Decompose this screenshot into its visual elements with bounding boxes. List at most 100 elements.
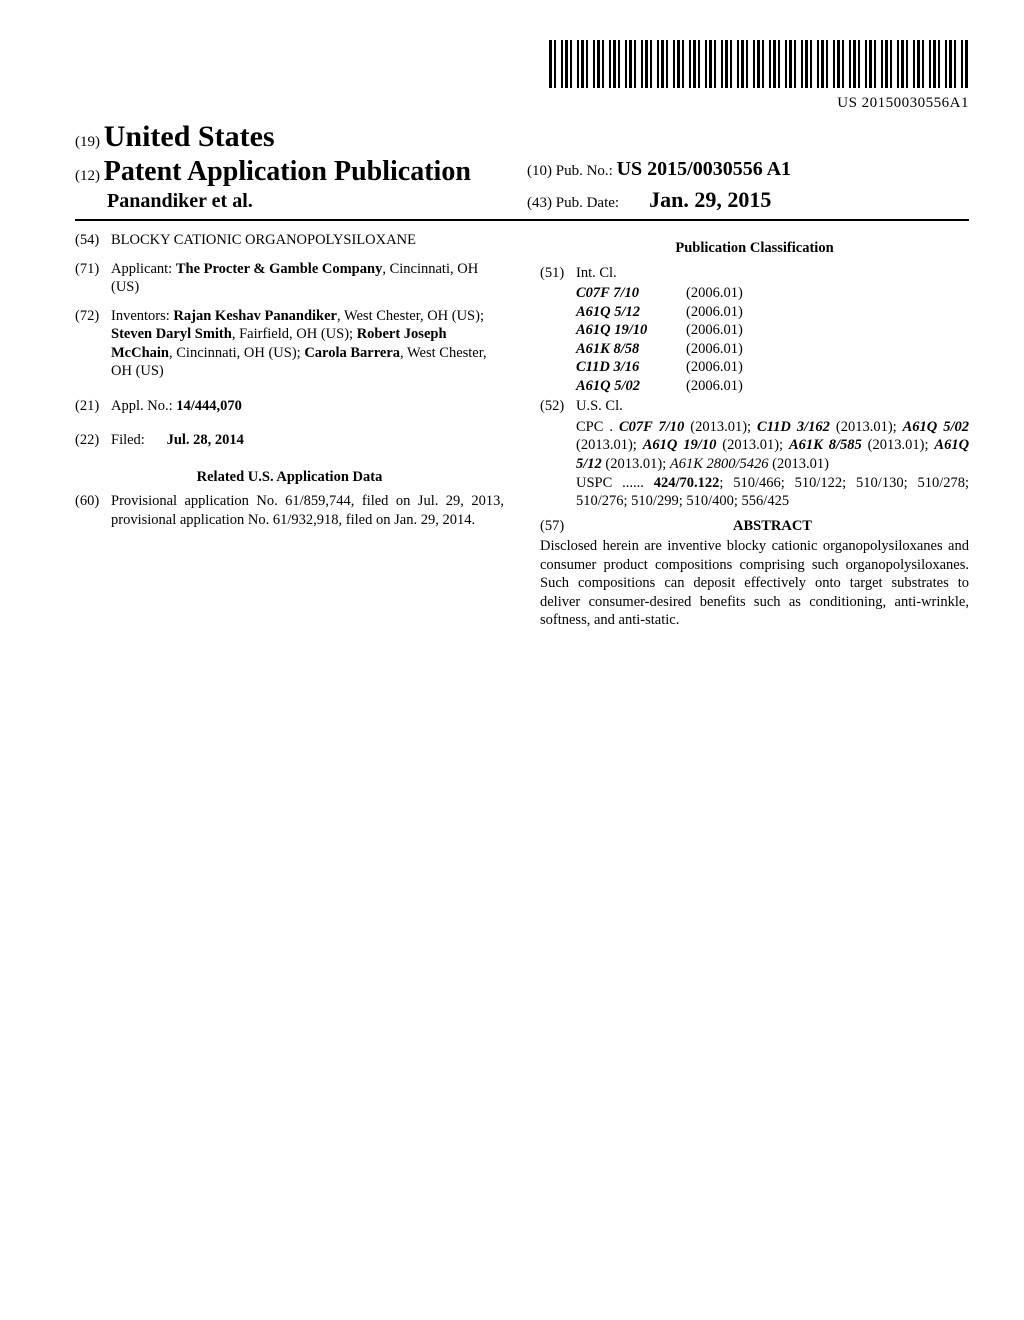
- applicant-name: The Procter & Gamble Company: [176, 261, 382, 277]
- label-21: Appl. No.:: [111, 398, 173, 414]
- intcl-version: (2006.01): [686, 358, 743, 377]
- label-52: U.S. Cl.: [576, 397, 969, 416]
- section-60: (60) Provisional application No. 61/859,…: [75, 492, 504, 529]
- inventor-name: Steven Daryl Smith: [111, 326, 232, 342]
- uspc-lead: 424/70.122: [654, 475, 720, 491]
- authors-line: Panandiker et al.: [107, 190, 517, 213]
- cpc-date: (2013.01);: [605, 456, 669, 472]
- inventor-loc: , Cincinnati, OH (US);: [169, 345, 304, 361]
- cpc-code: C11D 3/162: [757, 419, 836, 435]
- section-52: (52) U.S. Cl.: [540, 397, 969, 416]
- pub-date-line: (43) Pub. Date: Jan. 29, 2015: [527, 187, 969, 213]
- intcl-version: (2006.01): [686, 284, 743, 303]
- num-21: (21): [75, 397, 111, 416]
- intcl-code: A61Q 19/10: [576, 321, 686, 340]
- appl-no: 14/444,070: [176, 398, 242, 414]
- title-54: BLOCKY CATIONIC ORGANOPOLYSILOXANE: [111, 231, 504, 250]
- barcode-icon: [549, 40, 969, 88]
- num-57: (57): [540, 517, 576, 536]
- cpc-code: A61Q 5/02: [903, 419, 969, 435]
- inventor-name: Carola Barrera: [304, 345, 400, 361]
- intcl-code: A61Q 5/02: [576, 377, 686, 396]
- cpc-date: (2013.01);: [576, 437, 643, 453]
- content-22: Filed: Jul. 28, 2014: [111, 431, 504, 450]
- content-60: Provisional application No. 61/859,744, …: [111, 492, 504, 529]
- filed-date: Jul. 28, 2014: [167, 432, 244, 448]
- left-column: (54) BLOCKY CATIONIC ORGANOPOLYSILOXANE …: [75, 231, 504, 630]
- num-51: (51): [540, 264, 576, 283]
- num-54: (54): [75, 231, 111, 250]
- content-72: Inventors: Rajan Keshav Panandiker, West…: [111, 307, 504, 381]
- barcode-block: US 20150030556A1: [75, 40, 969, 112]
- intcl-row: C07F 7/10(2006.01): [576, 284, 969, 303]
- header-left: (19) United States (12) Patent Applicati…: [75, 120, 517, 213]
- cpc-date: (2013.01);: [836, 419, 903, 435]
- intcl-list: C07F 7/10(2006.01)A61Q 5/12(2006.01)A61Q…: [540, 284, 969, 395]
- content-21: Appl. No.: 14/444,070: [111, 397, 504, 416]
- cpc-code: C07F 7/10: [619, 419, 690, 435]
- inventor-loc: , Fairfield, OH (US);: [232, 326, 357, 342]
- prefix-19: (19): [75, 134, 100, 150]
- line-12: (12) Patent Application Publication: [75, 156, 517, 188]
- related-heading: Related U.S. Application Data: [75, 468, 504, 487]
- num-52: (52): [540, 397, 576, 416]
- label-72: Inventors:: [111, 308, 170, 324]
- uspc-block: USPC ...... 424/70.122; 510/466; 510/122…: [540, 474, 969, 511]
- uspc-label: USPC ......: [576, 475, 644, 491]
- pubclass-heading: Publication Classification: [540, 239, 969, 258]
- intcl-row: C11D 3/16(2006.01): [576, 358, 969, 377]
- cpc-code: A61K 8/585: [789, 437, 868, 453]
- cpc-date: (2013.01);: [690, 419, 757, 435]
- patent-page: US 20150030556A1 (19) United States (12)…: [0, 0, 1024, 1320]
- intcl-row: A61Q 19/10(2006.01): [576, 321, 969, 340]
- pub-no-label: Pub. No.:: [556, 163, 613, 179]
- intcl-version: (2006.01): [686, 321, 743, 340]
- intcl-row: A61Q 5/02(2006.01): [576, 377, 969, 396]
- section-72: (72) Inventors: Rajan Keshav Panandiker,…: [75, 307, 504, 381]
- intcl-version: (2006.01): [686, 377, 743, 396]
- section-71: (71) Applicant: The Procter & Gamble Com…: [75, 260, 504, 297]
- abstract-text: Disclosed herein are inventive blocky ca…: [540, 537, 969, 630]
- inventor-loc: , West Chester, OH (US);: [337, 308, 484, 324]
- country: United States: [104, 120, 275, 153]
- num-22: (22): [75, 431, 111, 450]
- num-60: (60): [75, 492, 111, 529]
- barcode-number: US 20150030556A1: [75, 95, 969, 112]
- inventor-name: Rajan Keshav Panandiker: [173, 308, 337, 324]
- pub-date-value: Jan. 29, 2015: [649, 187, 771, 212]
- label-22: Filed:: [111, 432, 145, 448]
- cpc-code: A61K 2800/5426: [670, 456, 772, 472]
- right-column: Publication Classification (51) Int. Cl.…: [540, 231, 969, 630]
- content-71: Applicant: The Procter & Gamble Company,…: [111, 260, 504, 297]
- pub-date-label: Pub. Date:: [556, 195, 619, 211]
- num-72: (72): [75, 307, 111, 381]
- cpc-label: CPC .: [576, 419, 613, 435]
- intcl-version: (2006.01): [686, 340, 743, 359]
- cpc-date: (2013.01);: [722, 437, 789, 453]
- line-19: (19) United States: [75, 120, 517, 154]
- intcl-code: A61K 8/58: [576, 340, 686, 359]
- section-51: (51) Int. Cl.: [540, 264, 969, 283]
- intcl-code: C07F 7/10: [576, 284, 686, 303]
- prefix-10: (10): [527, 163, 552, 179]
- label-51: Int. Cl.: [576, 264, 969, 283]
- section-54: (54) BLOCKY CATIONIC ORGANOPOLYSILOXANE: [75, 231, 504, 250]
- section-22: (22) Filed: Jul. 28, 2014: [75, 431, 504, 450]
- prefix-12: (12): [75, 168, 100, 184]
- cpc-date: (2013.01);: [868, 437, 935, 453]
- header-right: (10) Pub. No.: US 2015/0030556 A1 (43) P…: [517, 158, 969, 213]
- label-71: Applicant:: [111, 261, 172, 277]
- cpc-code: A61Q 19/10: [643, 437, 723, 453]
- intcl-row: A61Q 5/12(2006.01): [576, 303, 969, 322]
- cpc-block: CPC . C07F 7/10 (2013.01); C11D 3/162 (2…: [540, 418, 969, 474]
- intcl-code: C11D 3/16: [576, 358, 686, 377]
- num-71: (71): [75, 260, 111, 297]
- prefix-43: (43): [527, 195, 552, 211]
- doc-type: Patent Application Publication: [104, 156, 471, 187]
- body-columns: (54) BLOCKY CATIONIC ORGANOPOLYSILOXANE …: [75, 231, 969, 630]
- section-57: (57) ABSTRACT: [540, 517, 969, 536]
- title-header: (19) United States (12) Patent Applicati…: [75, 120, 969, 221]
- intcl-code: A61Q 5/12: [576, 303, 686, 322]
- cpc-list: C07F 7/10 (2013.01); C11D 3/162 (2013.01…: [576, 419, 969, 472]
- section-21: (21) Appl. No.: 14/444,070: [75, 397, 504, 416]
